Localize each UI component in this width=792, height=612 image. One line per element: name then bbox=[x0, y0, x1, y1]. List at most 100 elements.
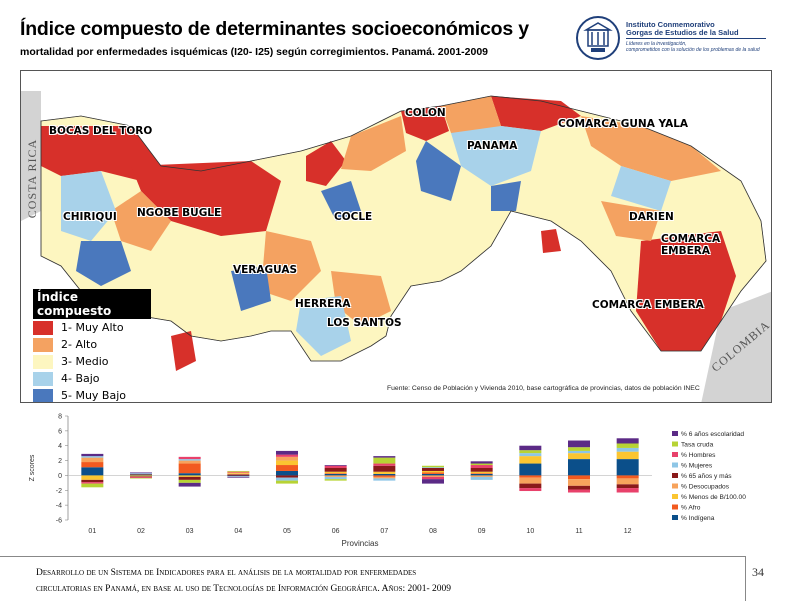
bar-segment bbox=[616, 447, 639, 452]
x-tick-label: 03 bbox=[186, 528, 194, 535]
bar-segment bbox=[519, 475, 542, 478]
page-number: 34 bbox=[752, 565, 764, 579]
bar-segment bbox=[616, 443, 639, 448]
map-label-bocas-del-toro: BOCAS DEL TORO bbox=[49, 125, 153, 137]
y-tick-label: -4 bbox=[56, 503, 62, 510]
bar-segment bbox=[130, 474, 152, 476]
bar-segment bbox=[227, 472, 250, 474]
bar-segment bbox=[568, 489, 590, 493]
bar-segment bbox=[519, 463, 542, 476]
bar-segment bbox=[422, 467, 444, 468]
bar-segment bbox=[227, 473, 250, 474]
logo-line-4: comprometidos con la solución de los pro… bbox=[626, 47, 760, 53]
x-tick-label: 05 bbox=[283, 528, 291, 535]
footer-vertical-divider bbox=[745, 556, 746, 601]
x-tick-label: 04 bbox=[234, 528, 242, 535]
bar-segment bbox=[568, 475, 590, 480]
x-tick-label: 01 bbox=[88, 528, 96, 535]
bar-segment bbox=[276, 477, 298, 481]
bar-segment bbox=[616, 459, 639, 476]
bar-segment bbox=[81, 456, 104, 458]
bar-segment bbox=[227, 476, 250, 478]
bar-segment bbox=[276, 454, 298, 457]
bar-segment bbox=[373, 476, 396, 479]
x-axis-label: Provincias bbox=[342, 539, 379, 548]
bar-segment bbox=[227, 470, 250, 472]
bar-segment bbox=[130, 476, 152, 477]
map-label-ngobe-bugle: NGOBE BUGLE bbox=[137, 207, 222, 219]
map-label-panama: PANAMA bbox=[467, 140, 518, 152]
legend-label: 2- Alto bbox=[61, 338, 98, 351]
x-tick-label: 09 bbox=[478, 528, 486, 535]
logo-line-1: Instituto Conmemorativo bbox=[626, 20, 715, 29]
legend-label: 3- Medio bbox=[61, 355, 109, 368]
bar-segment bbox=[422, 468, 444, 471]
bar-segment bbox=[568, 453, 590, 460]
bar-segment bbox=[81, 467, 104, 476]
bar-segment bbox=[227, 471, 250, 473]
bar-segment bbox=[276, 480, 298, 484]
bar-segment bbox=[324, 476, 347, 480]
bar-segment bbox=[81, 482, 104, 484]
bar-segment bbox=[324, 479, 347, 481]
legend-swatch bbox=[33, 371, 53, 386]
bar-segment bbox=[568, 459, 590, 476]
logo-line-2: Gorgas de Estudios de la Salud bbox=[626, 28, 739, 37]
bar-segment bbox=[470, 468, 493, 472]
chart-legend-swatch bbox=[672, 504, 678, 510]
logo-divider bbox=[626, 38, 766, 39]
bar-segment bbox=[422, 465, 444, 468]
y-tick-label: 4 bbox=[58, 443, 62, 450]
bar-segment bbox=[568, 440, 590, 448]
bar-segment bbox=[470, 475, 493, 477]
bar-segment bbox=[178, 473, 201, 476]
footer-divider bbox=[0, 556, 745, 557]
bar-segment bbox=[373, 473, 396, 476]
bar-segment bbox=[519, 477, 542, 484]
bar-segment bbox=[422, 479, 444, 484]
bar-segment bbox=[130, 473, 152, 474]
bar-segment bbox=[470, 473, 493, 476]
chart-legend-label: % 65 años y más bbox=[681, 473, 732, 480]
bar-segment bbox=[81, 462, 104, 468]
bar-segment bbox=[276, 450, 298, 455]
bar-segment bbox=[81, 483, 104, 488]
x-tick-label: 12 bbox=[624, 528, 632, 535]
y-tick-label: 2 bbox=[58, 458, 62, 465]
legend-item: 1- Muy Alto bbox=[33, 319, 167, 336]
bar-segment bbox=[568, 485, 590, 490]
bar-segment bbox=[130, 475, 152, 477]
logo-line-3: Líderes en la investigación, bbox=[626, 41, 687, 47]
bar-segment bbox=[324, 465, 347, 468]
legend-label: 1- Muy Alto bbox=[61, 321, 124, 334]
bar-segment bbox=[519, 488, 542, 492]
bar-segment bbox=[470, 473, 493, 474]
bar-segment bbox=[324, 471, 347, 474]
bar-segment bbox=[616, 475, 639, 479]
bar-segment bbox=[568, 450, 590, 454]
bar-segment bbox=[373, 471, 396, 474]
y-tick-label: 8 bbox=[58, 414, 62, 421]
chart-legend-label: % Desocupados bbox=[681, 484, 730, 491]
bar-segment bbox=[470, 476, 493, 480]
y-tick-label: -2 bbox=[56, 488, 62, 495]
bar-segment bbox=[616, 451, 639, 460]
x-tick-label: 08 bbox=[429, 528, 437, 535]
x-tick-label: 11 bbox=[575, 528, 582, 535]
bar-segment bbox=[470, 463, 493, 466]
bar-segment bbox=[373, 478, 396, 481]
bar-segment bbox=[227, 473, 250, 475]
chart-legend-swatch bbox=[672, 494, 678, 499]
legend-item: 5- Muy Bajo bbox=[33, 387, 167, 402]
bar-segment bbox=[130, 478, 152, 479]
x-tick-label: 06 bbox=[332, 528, 340, 535]
legend-label: 4- Bajo bbox=[61, 372, 100, 385]
legend-swatch bbox=[33, 388, 53, 402]
bar-segment bbox=[470, 471, 493, 474]
bar-segment bbox=[324, 473, 347, 474]
y-tick-label: 6 bbox=[58, 428, 62, 435]
bar-segment bbox=[276, 470, 298, 476]
map-label-comarca-embera-north: COMARCA EMBERA bbox=[661, 233, 721, 257]
bar-segment bbox=[324, 465, 347, 466]
bar-segment bbox=[81, 479, 104, 483]
